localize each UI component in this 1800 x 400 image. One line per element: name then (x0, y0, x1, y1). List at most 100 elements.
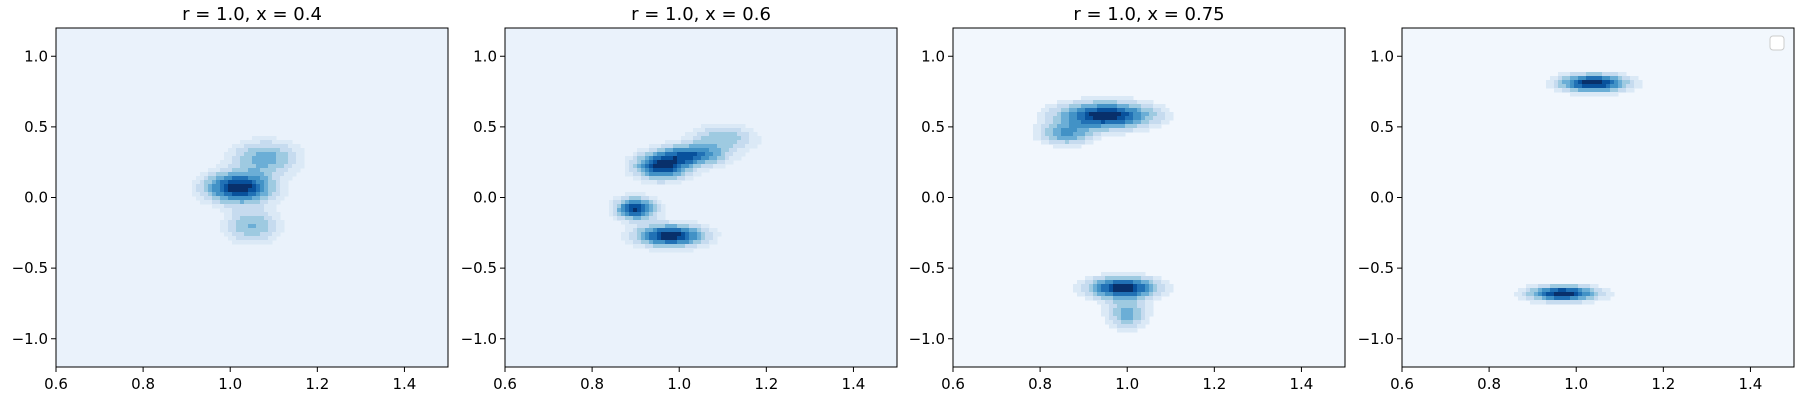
contour-cell (1161, 280, 1166, 285)
contour-cell (673, 152, 678, 157)
contour-cell (1550, 76, 1555, 81)
contour-cell (276, 180, 281, 185)
contour-cell (661, 236, 666, 241)
contour-cell (701, 160, 706, 165)
contour-cell (276, 200, 281, 205)
contour-cell (220, 188, 225, 193)
contour-cell (1141, 284, 1146, 289)
contour-cell (721, 144, 726, 149)
contour-cell (1133, 308, 1138, 313)
contour-cell (268, 192, 273, 197)
contour-cell (1133, 292, 1138, 297)
contour-cell (1117, 124, 1122, 129)
contour-cell (1109, 308, 1114, 313)
contour-cell (1077, 116, 1082, 121)
contour-cell (1101, 104, 1106, 109)
contour-cell (1133, 324, 1138, 329)
contour-cell (1554, 292, 1559, 297)
contour-cell (609, 212, 614, 217)
contour-cell (649, 172, 654, 177)
contour-cell (1037, 128, 1042, 133)
contour-cell (677, 156, 682, 161)
contour-cell (1137, 276, 1142, 281)
contour-cell (1546, 84, 1551, 89)
contour-cell (1614, 88, 1619, 93)
contour-cell (1610, 84, 1615, 89)
contour-cell (1534, 284, 1539, 289)
contour-cell (236, 168, 241, 173)
contour-cell (248, 228, 253, 233)
contour-cell (645, 204, 650, 209)
contour-cell (1546, 288, 1551, 293)
contour-cell (192, 192, 197, 197)
contour-cell (749, 140, 754, 145)
contour-cell (1141, 128, 1146, 133)
contour-cell (244, 180, 249, 185)
contour-cell (216, 164, 221, 169)
contour-cell (641, 212, 646, 217)
contour-cell (1089, 132, 1094, 137)
contour-cell (1081, 112, 1086, 117)
contour-cell (1077, 288, 1082, 293)
contour-cell (693, 240, 698, 245)
contour-cell (745, 148, 750, 153)
contour-cell (1093, 120, 1098, 125)
contour-cell (1153, 296, 1158, 301)
contour-cell (1578, 72, 1583, 77)
contour-cell (705, 128, 710, 133)
contour-cell (709, 160, 714, 165)
contour-cell (232, 152, 237, 157)
contour-cell (1125, 276, 1130, 281)
x-tick-label: 1.4 (1290, 375, 1314, 393)
contour-cell (1153, 120, 1158, 125)
contour-cell (729, 124, 734, 129)
contour-cell (1113, 124, 1118, 129)
contour-cell (1053, 124, 1058, 129)
contour-cell (1137, 284, 1142, 289)
contour-cell (653, 168, 658, 173)
contour-cell (685, 148, 690, 153)
contour-cell (693, 244, 698, 249)
contour-cell (240, 144, 245, 149)
contour-cell (1117, 308, 1122, 313)
contour-cell (645, 220, 650, 225)
contour-cell (733, 128, 738, 133)
contour-cell (709, 132, 714, 137)
contour-cell (284, 164, 289, 169)
contour-cell (1089, 276, 1094, 281)
contour-cell (645, 180, 650, 185)
contour-cell (1133, 300, 1138, 305)
contour-cell (633, 208, 638, 213)
contour-cell (280, 140, 285, 145)
contour-cell (713, 164, 718, 169)
contour-cell (1137, 304, 1142, 309)
contour-cell (1117, 296, 1122, 301)
contour-cell (1602, 84, 1607, 89)
contour-cell (268, 232, 273, 237)
contour-cell (1590, 88, 1595, 93)
contour-cell (1077, 100, 1082, 105)
contour-cell (1518, 292, 1523, 297)
contour-cell (749, 144, 754, 149)
contour-cell (1085, 112, 1090, 117)
contour-cell (1109, 320, 1114, 325)
contour-cell (240, 228, 245, 233)
contour-cell (1550, 80, 1555, 85)
contour-cell (1546, 80, 1551, 85)
contour-cell (1097, 276, 1102, 281)
contour-cell (1566, 80, 1571, 85)
contour-cell (236, 196, 241, 201)
contour-cell (1574, 284, 1579, 289)
contour-cell (1073, 136, 1078, 141)
contour-cell (1065, 124, 1070, 129)
x-tick-label: 0.8 (1477, 375, 1501, 393)
contour-cell (268, 204, 273, 209)
contour-cell (1085, 140, 1090, 145)
contour-cell (1109, 276, 1114, 281)
contour-cell (252, 188, 257, 193)
contour-cell (1105, 132, 1110, 137)
contour-cell (705, 228, 710, 233)
contour-cell (272, 172, 277, 177)
contour-cell (1562, 288, 1567, 293)
